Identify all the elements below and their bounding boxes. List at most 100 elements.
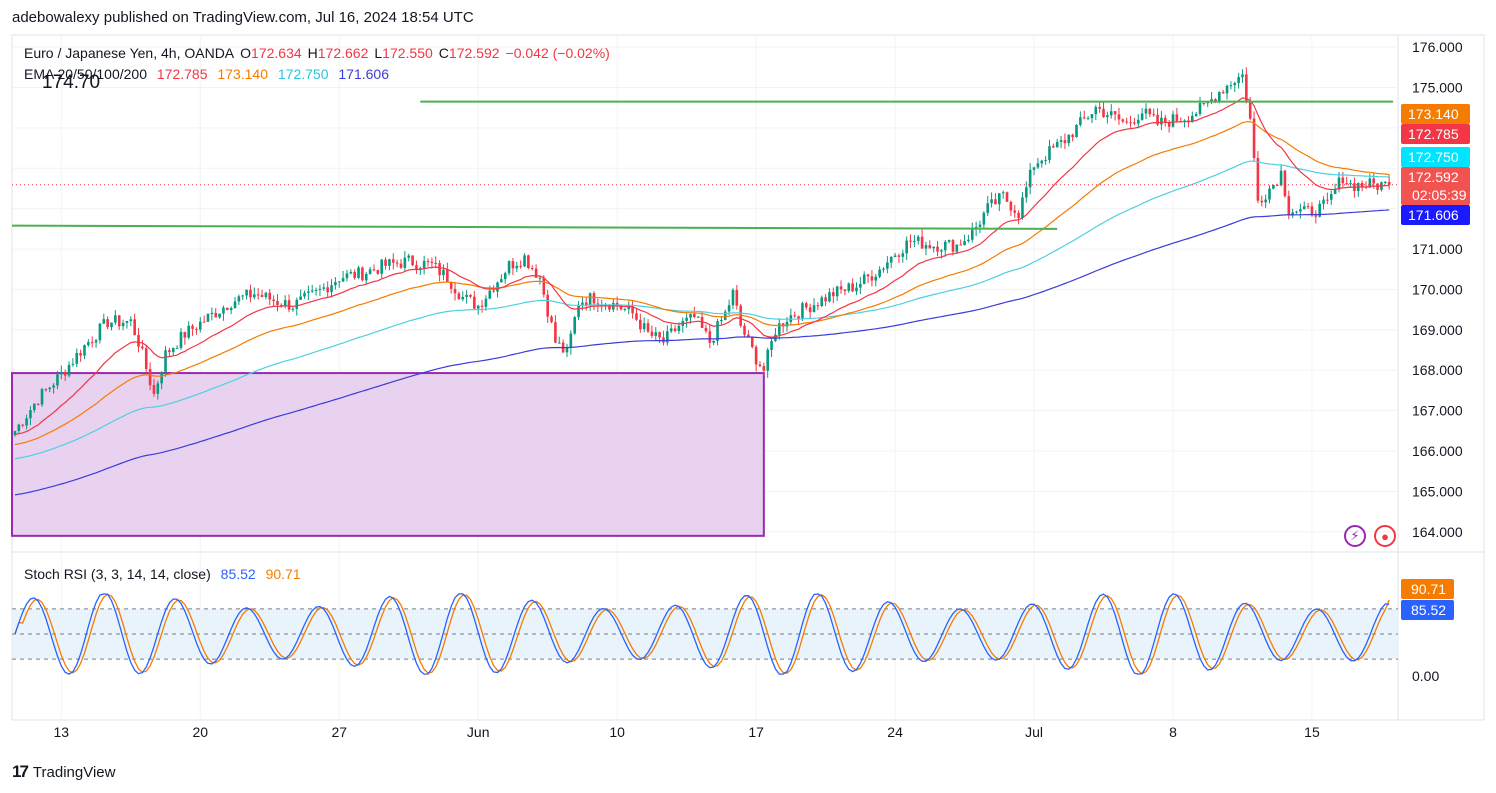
candle-body: [1360, 183, 1364, 187]
candle-body: [1372, 178, 1376, 184]
candle-body: [994, 199, 997, 205]
candle-body: [268, 292, 272, 300]
time-tick-label: 24: [887, 724, 903, 740]
candle-body: [654, 332, 658, 336]
lightning-icon[interactable]: ⚡: [1344, 525, 1366, 547]
candle-body: [1256, 157, 1260, 201]
candle-body: [901, 253, 905, 257]
candle-body: [1326, 199, 1329, 201]
candle-body: [1229, 85, 1233, 87]
candle-body: [893, 255, 897, 258]
candle-body: [218, 313, 221, 318]
candle-body: [855, 287, 858, 292]
candle-body: [1059, 140, 1063, 142]
candle-body: [808, 307, 812, 313]
candle-body: [835, 286, 839, 297]
candle-body: [970, 229, 974, 240]
candle-body: [98, 323, 102, 341]
candle-body: [426, 260, 430, 262]
price-tick-label: 175.000: [1412, 80, 1463, 96]
candle-body: [214, 312, 218, 318]
price-tick-label: 171.000: [1412, 241, 1463, 257]
candle-body: [399, 263, 403, 268]
candle-body: [110, 322, 113, 328]
candle-body: [913, 240, 916, 242]
candle-body: [318, 288, 322, 291]
candle-body: [747, 334, 750, 337]
candle-body: [530, 268, 534, 270]
stoch-label: Stoch RSI (3, 3, 14, 14, close): [24, 566, 211, 582]
candle-body: [1052, 146, 1055, 148]
candle-body: [943, 241, 947, 251]
candle-body: [1121, 119, 1125, 122]
candle-body: [372, 269, 376, 271]
candle-body: [102, 319, 106, 324]
candle-body: [839, 286, 843, 290]
candle-body: [500, 279, 503, 283]
candle-body: [52, 385, 55, 388]
candle-body: [584, 302, 588, 306]
candle-body: [330, 285, 333, 293]
candle-body: [1071, 134, 1074, 138]
candle-body: [727, 305, 731, 312]
candle-body: [1152, 114, 1155, 116]
candle-body: [1125, 121, 1128, 123]
stoch-d-line: [14, 593, 1390, 675]
candle-body: [511, 261, 515, 269]
candle-body: [83, 345, 86, 356]
candle-body: [287, 300, 291, 310]
candle-body: [793, 315, 797, 317]
candle-body: [1387, 181, 1391, 185]
candle-body: [998, 193, 1001, 205]
ohlc-high: H172.662: [307, 45, 369, 61]
candle-body: [758, 364, 762, 367]
candle-body: [67, 364, 71, 376]
candle-body: [117, 315, 121, 327]
candle-body: [388, 259, 391, 266]
time-tick-label: 17: [748, 724, 764, 740]
candle-body: [1210, 99, 1213, 103]
candle-body: [554, 322, 557, 343]
candle-body: [1140, 113, 1144, 120]
candle-body: [1194, 113, 1198, 116]
candle-body: [1075, 124, 1078, 138]
candle-body: [862, 274, 866, 284]
candle-body: [1295, 211, 1298, 213]
candle-body: [1214, 99, 1217, 102]
ohlc-close: C172.592: [438, 45, 500, 61]
candle-body: [739, 305, 742, 326]
time-tick-label: Jun: [467, 724, 490, 740]
candle-body: [920, 236, 924, 249]
ema100-price-tag: [1401, 147, 1470, 167]
record-icon[interactable]: ●: [1374, 525, 1396, 547]
candle-body: [916, 236, 920, 241]
candle-body: [1171, 114, 1175, 127]
candle-body: [569, 333, 573, 349]
candle-body: [1001, 192, 1005, 194]
candle-body: [291, 308, 295, 310]
ema50-price-text: 173.140: [1408, 106, 1459, 122]
candle-body: [314, 290, 318, 292]
candle-body: [592, 293, 596, 304]
candle-body: [175, 347, 179, 349]
candle-body: [963, 241, 966, 246]
stoch-k-tag: [1401, 600, 1454, 620]
candle-body: [453, 288, 457, 294]
candle-body: [577, 304, 580, 318]
candle-body: [696, 316, 700, 318]
candle-body: [368, 269, 372, 274]
candle-body: [1314, 215, 1318, 217]
candle-body: [716, 321, 719, 341]
candle-body: [534, 268, 538, 278]
price-tick-label: 165.000: [1412, 483, 1463, 499]
candle-body: [1291, 212, 1294, 215]
candle-body: [1233, 83, 1237, 86]
candle-body: [947, 240, 951, 242]
candle-body: [264, 292, 268, 298]
candle-body: [144, 348, 148, 369]
candle-body: [480, 305, 484, 307]
candle-body: [129, 319, 133, 322]
candle-body: [731, 289, 735, 306]
candle-body: [33, 403, 36, 411]
